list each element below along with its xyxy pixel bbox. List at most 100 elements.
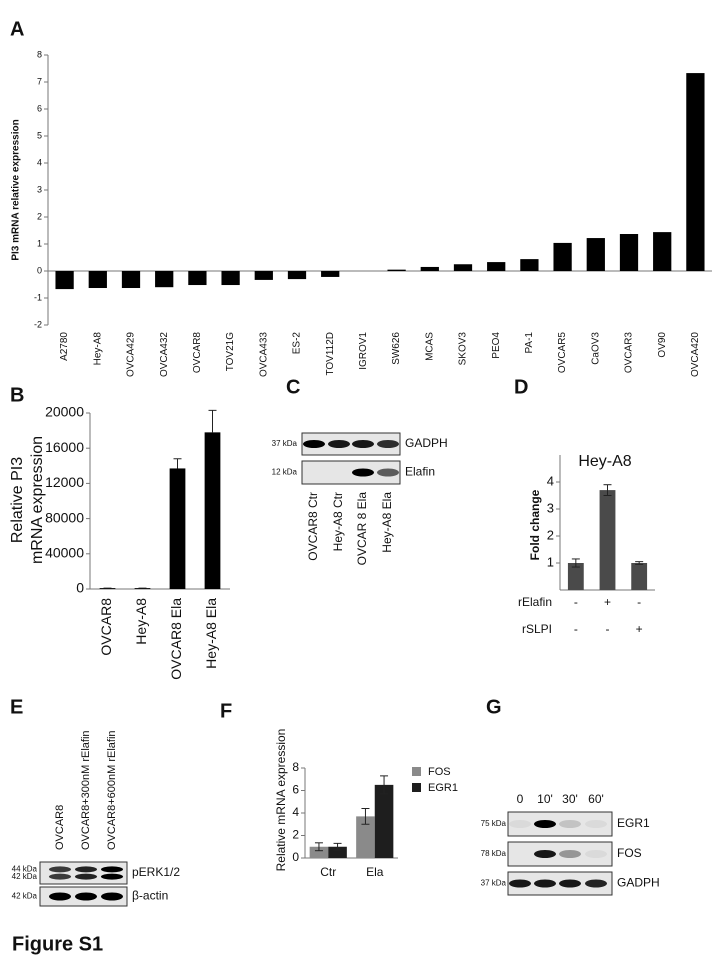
x-tick-label: CaOV3 [590, 332, 601, 365]
bar [55, 271, 74, 290]
panel-letter: E [10, 696, 23, 718]
blot-band [328, 440, 350, 448]
y-tick-label: 4 [547, 473, 554, 488]
y-tick-label: 12000 [45, 474, 84, 490]
lane-label: Hey-A8 Ela [380, 492, 394, 553]
blot-band [509, 820, 531, 828]
x-tick-label: OVCAR3 [624, 332, 635, 374]
condition-label: rSLPI [522, 622, 552, 636]
y-tick-label: 2 [547, 527, 554, 542]
y-tick-label: 16000 [45, 439, 84, 455]
lane-label: 0 [517, 792, 524, 806]
blot-band [377, 468, 399, 477]
x-tick-label: OVCAR8 [192, 332, 203, 374]
bar [553, 242, 572, 271]
bar [221, 271, 240, 286]
y-tick-label: 80000 [45, 509, 84, 525]
x-tick-label: SKOV3 [458, 332, 469, 366]
blot-band [49, 892, 71, 901]
kda-label: 12 kDa [272, 468, 298, 477]
bar [520, 259, 539, 271]
blot-band [559, 820, 581, 828]
legend-swatch [412, 783, 421, 792]
x-tick-label: MCAS [424, 332, 435, 361]
bar [420, 266, 439, 271]
blot-strip [301, 432, 401, 456]
y-tick-label: 20000 [45, 404, 84, 420]
bar [121, 271, 141, 289]
kda-label: 42 kDa [12, 872, 38, 881]
x-tick-label: OV90 [657, 332, 668, 358]
y-tick-label: 6 [292, 783, 299, 797]
y-tick-label: 1 [37, 238, 42, 248]
lane-label: OVCAR8+600nM rElafin [106, 730, 118, 850]
band-label: GADPH [617, 876, 660, 890]
blot-band [101, 892, 123, 901]
bar [653, 232, 672, 271]
legend-label: EGR1 [428, 782, 458, 794]
x-tick-label: Hey-A8 [92, 332, 103, 366]
blot-band [75, 866, 97, 873]
bar [586, 238, 605, 271]
x-tick-label: OVCAR8 [98, 598, 114, 656]
blot-band [534, 820, 556, 828]
x-tick-label: Ctr [320, 865, 336, 879]
blot-strip [507, 841, 613, 867]
x-tick-label: ES-2 [292, 332, 303, 355]
y-tick-label: 8 [37, 49, 42, 59]
y-tick-label: 0 [76, 580, 84, 596]
x-tick-label: PEO4 [491, 332, 502, 359]
y-axis-label: PI3 mRNA relative expression [11, 119, 22, 260]
x-tick-label: TOV21G [225, 332, 236, 371]
x-tick-label: OVCA420 [690, 332, 701, 377]
blot-band [352, 468, 374, 477]
y-tick-label: 8 [292, 760, 299, 774]
y-tick-label: 1 [547, 554, 554, 569]
panel-letter: G [486, 696, 502, 718]
lane-label: OVCAR8 Ctr [306, 492, 320, 561]
kda-label: 37 kDa [481, 879, 507, 888]
bar [309, 846, 329, 858]
band-label: EGR1 [617, 816, 650, 830]
condition-label: rElafin [518, 595, 552, 609]
condition-mark: - [606, 622, 610, 636]
kda-label: 78 kDa [481, 849, 507, 858]
bar [487, 262, 506, 271]
bar [356, 816, 375, 858]
blot-band [49, 873, 71, 880]
y-axis-label: Fold change [528, 489, 542, 560]
y-tick-label: 0 [37, 265, 42, 275]
blot-band [352, 440, 374, 448]
y-tick-label: 2 [292, 828, 299, 842]
x-tick-label: TOV112D [325, 332, 336, 376]
y-tick-label: 4 [292, 805, 299, 819]
panel-letter: F [220, 700, 232, 722]
kda-label: 42 kDa [12, 892, 38, 901]
condition-mark: - [574, 595, 578, 609]
y-tick-label: 2 [37, 211, 42, 221]
condition-mark: + [636, 622, 643, 636]
x-tick-label: OVCA429 [126, 332, 137, 377]
x-tick-label: SW626 [391, 332, 402, 365]
blot-band [509, 879, 531, 888]
blot-band [559, 850, 581, 858]
x-tick-label: OVCA432 [159, 332, 170, 377]
figure-label: Figure S1 [12, 933, 103, 955]
y-axis-label: Relative mRNA expression [274, 729, 288, 872]
bar [204, 432, 221, 589]
blot-band [75, 892, 97, 901]
bar [567, 563, 584, 590]
x-tick-label: A2780 [59, 332, 70, 361]
bar [254, 271, 273, 280]
bar [155, 271, 174, 288]
bar [631, 563, 648, 590]
y-tick-label: 7 [37, 76, 42, 86]
band-label: Elafin [405, 465, 435, 479]
chart-title: Hey-A8 [578, 453, 631, 470]
lane-label: OVCAR 8 Ela [355, 492, 369, 566]
x-tick-label: OVCAR5 [557, 332, 568, 374]
x-tick-label: OVCAR8 Ela [168, 598, 184, 680]
bar [328, 846, 347, 858]
band-label: GADPH [405, 436, 448, 450]
